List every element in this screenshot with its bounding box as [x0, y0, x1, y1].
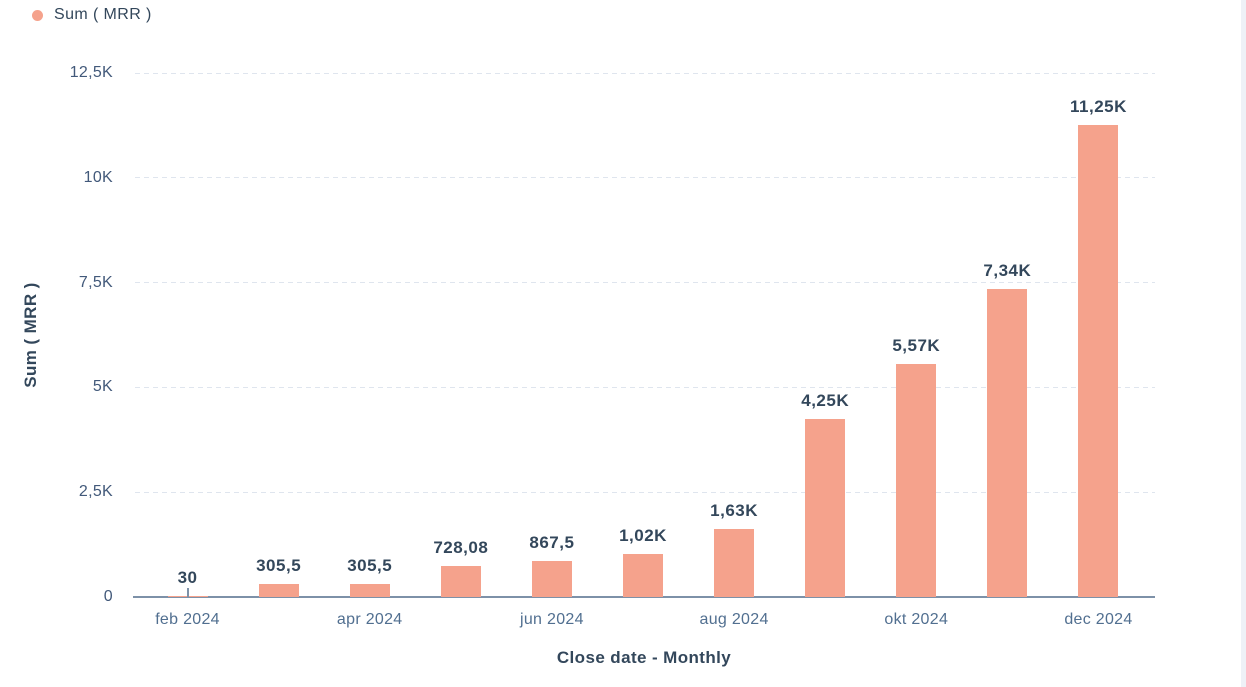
legend-label: Sum ( MRR ) [54, 6, 152, 23]
x-axis-tick-label: okt 2024 [884, 611, 949, 628]
y-axis-tick-label: 10K [83, 168, 113, 186]
bar-data-label: 11,25K [1070, 97, 1127, 117]
gridline [135, 282, 1155, 284]
legend-item-sum-mrr[interactable]: Sum ( MRR ) [32, 6, 152, 24]
bar-sep-2024[interactable] [805, 418, 846, 597]
tiny-bar-tick [186, 588, 189, 597]
y-axis-tick-label: 12,5K [69, 64, 113, 81]
bar-mar-2024[interactable] [258, 584, 299, 597]
gridline [135, 491, 1155, 493]
legend-circle-swatch-icon [32, 9, 43, 21]
bar-data-label: 728,08 [433, 538, 489, 558]
bar-aug-2024[interactable] [714, 528, 755, 597]
x-axis-tick-label: apr 2024 [336, 611, 403, 628]
x-axis-tick-label: aug 2024 [699, 611, 769, 628]
bar-dec-2024[interactable] [1078, 125, 1119, 597]
x-axis-tick-label: dec 2024 [1064, 611, 1133, 628]
bar-data-label: 1,63K [710, 500, 759, 520]
bar-data-label: 30 [177, 567, 198, 587]
bar-jul-2024[interactable] [623, 554, 663, 597]
gridline [135, 72, 1155, 74]
bar-apr-2024[interactable] [349, 584, 390, 597]
x-axis-line [133, 596, 1155, 598]
y-axis-tick-label: 5K [92, 378, 113, 396]
bar-data-label: 305,5 [256, 556, 302, 576]
gridline [135, 177, 1155, 179]
bar-data-label: 4,25K [801, 390, 850, 410]
bar-okt-2024[interactable] [896, 363, 937, 597]
y-axis-tick-label: 7,5K [78, 273, 113, 291]
bar-data-label: 867,5 [529, 532, 575, 552]
x-axis-title: Close date - Monthly [556, 648, 732, 667]
bar-jun-2024[interactable] [531, 560, 572, 597]
bar-data-label: 5,57K [892, 335, 941, 355]
bar-data-label: 1,02K [619, 526, 667, 546]
x-axis-tick-label: jun 2024 [520, 611, 584, 628]
gridline [135, 386, 1155, 388]
y-axis-tick-label: 0 [103, 588, 113, 605]
bar-data-label: 305,5 [347, 556, 393, 576]
scrollbar-track[interactable] [1241, 0, 1246, 687]
bar-nov-2024[interactable] [987, 289, 1028, 597]
bar-data-label: 7,34K [983, 261, 1032, 281]
x-axis-tick-label: feb 2024 [155, 611, 220, 628]
bar-may-2024[interactable] [440, 566, 481, 597]
y-axis-tick-label: 2,5K [78, 483, 113, 501]
